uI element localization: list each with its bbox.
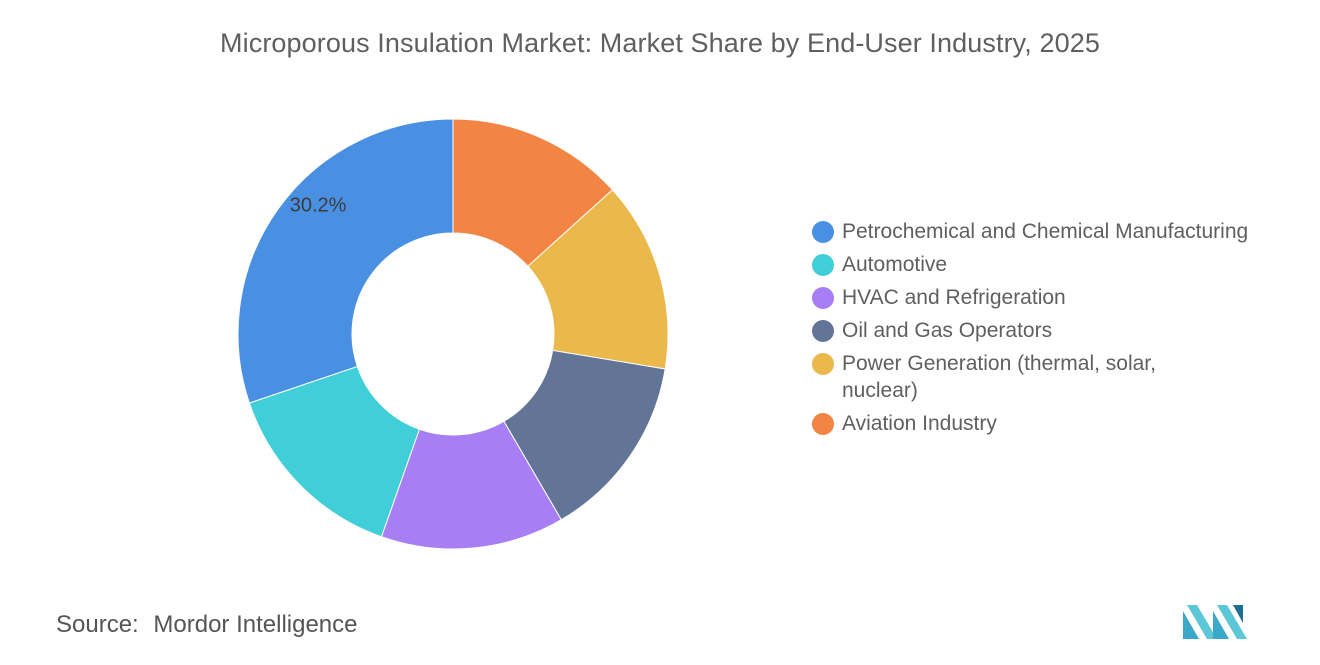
slice-oil-gas (503, 349, 666, 521)
legend-item-petrochemical: Petrochemical and Chemical Manufacturing (812, 218, 1292, 245)
slice-automotive (248, 365, 421, 538)
legend-label: Oil and Gas Operators (842, 319, 1053, 342)
legend-label: HVAC and Refrigeration (842, 286, 1066, 309)
source-label: Source: (56, 611, 139, 638)
legend-swatch-icon (812, 254, 834, 276)
legend-swatch-icon (812, 287, 834, 309)
source-value: Mordor Intelligence (153, 611, 358, 638)
legend-label: Petrochemical and Chemical Manufacturing (842, 220, 1249, 243)
legend-label: Aviation Industry (842, 412, 997, 435)
mordor-intelligence-logo-icon (1183, 605, 1247, 639)
legend-swatch-icon (812, 221, 834, 243)
legend-label: Automotive (842, 253, 948, 276)
source-note: Source: Mordor Intelligence (56, 611, 358, 639)
legend-item-power-generation: Power Generation (thermal, solar, nuclea… (812, 350, 1202, 404)
legend-item-oil-gas: Oil and Gas Operators (812, 317, 1292, 344)
legend-item-automotive: Automotive (812, 251, 1292, 278)
legend-item-aviation: Aviation Industry (812, 410, 1292, 437)
legend-swatch-icon (812, 353, 834, 375)
legend-label: Power Generation (thermal, solar, nuclea… (842, 352, 1156, 402)
chart-legend: Petrochemical and Chemical Manufacturing… (812, 218, 1292, 443)
slice-hvac (380, 420, 562, 550)
legend-swatch-icon (812, 413, 834, 435)
chart-title: Microporous Insulation Market: Market Sh… (220, 28, 1100, 58)
legend-item-hvac: HVAC and Refrigeration (812, 284, 1292, 311)
legend-swatch-icon (812, 320, 834, 342)
slice-petrochemical (237, 118, 454, 404)
slice-power-generation (527, 189, 669, 370)
data-label-petrochemical: 30.2% (290, 194, 347, 216)
